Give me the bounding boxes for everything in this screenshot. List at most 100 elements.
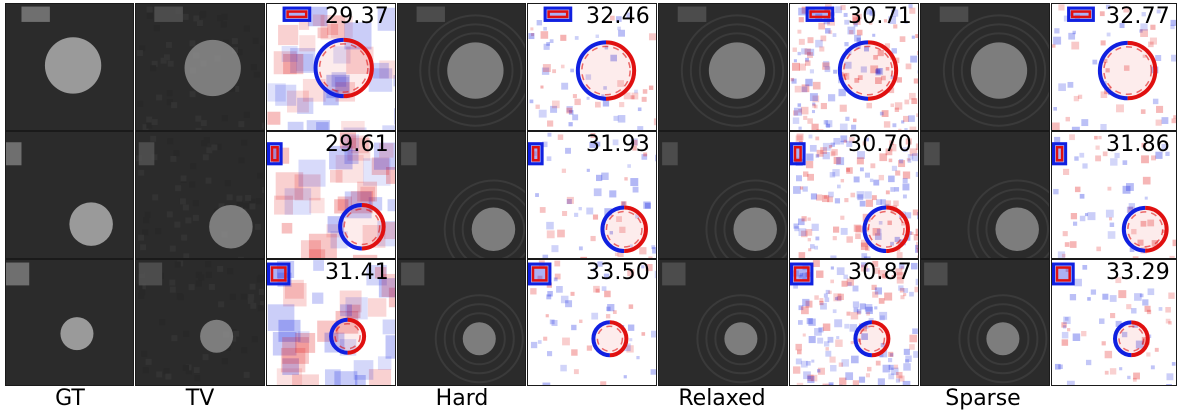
error-blotch <box>819 46 825 52</box>
error-blotch <box>888 175 895 183</box>
error-blotch <box>907 154 914 160</box>
error-blotch <box>871 284 877 290</box>
error-blotch <box>1172 239 1176 247</box>
error-blotch <box>297 331 310 343</box>
error-blotch <box>1085 359 1092 366</box>
error-blotch <box>903 115 910 122</box>
error-blotch <box>792 62 800 71</box>
error-blotch <box>804 48 811 55</box>
ring-artifact <box>723 197 787 258</box>
error-blotch <box>827 336 834 343</box>
error-blotch <box>803 371 811 380</box>
square-object <box>924 262 948 286</box>
texture-patch <box>263 136 264 143</box>
error-blotch <box>1140 220 1147 227</box>
error-blotch <box>881 110 889 117</box>
error-blotch <box>1058 364 1063 370</box>
error-blotch <box>832 33 837 37</box>
error-blotch <box>1156 9 1161 14</box>
texture-patch <box>227 268 234 275</box>
texture-patch <box>245 194 252 201</box>
error-blotch <box>639 247 647 255</box>
texture-patch <box>263 242 264 249</box>
error-blotch <box>798 252 806 258</box>
error-blotch <box>562 210 568 217</box>
error-blotch <box>568 122 573 127</box>
error-blotch <box>1170 24 1175 30</box>
error-blotch <box>1063 15 1070 22</box>
texture-patch <box>237 256 244 258</box>
texture-patch <box>165 373 172 380</box>
error-blotch <box>885 66 890 71</box>
error-blotch <box>820 102 827 110</box>
error-blotch <box>819 298 824 302</box>
error-blotch <box>1126 206 1134 213</box>
error-blotch <box>1168 321 1172 325</box>
square-object <box>924 142 940 166</box>
error-blotch <box>795 358 802 365</box>
square-error-edge-neg <box>267 262 291 286</box>
image-panel-relaxed <box>658 131 788 259</box>
error-blotch <box>560 364 567 372</box>
square-object <box>154 6 183 22</box>
error-blotch <box>1123 65 1130 71</box>
error-blotch <box>284 188 312 215</box>
error-blotch <box>1054 28 1060 34</box>
disc-error-edge-pos <box>605 40 637 101</box>
disc-object <box>200 319 234 353</box>
square-object <box>401 262 425 286</box>
error-blotch <box>347 137 371 161</box>
error-blotch <box>799 273 803 277</box>
image-panel-sparse <box>920 259 1050 386</box>
error-blotch <box>546 230 555 239</box>
error-blotch <box>841 280 848 287</box>
error-blotch <box>1132 377 1137 382</box>
error-blotch <box>852 301 860 308</box>
error-map-panel: 33.29 <box>1051 259 1177 386</box>
error-blotch <box>836 267 845 276</box>
error-blotch <box>809 93 818 102</box>
error-blotch <box>917 255 918 258</box>
error-blotch <box>833 293 842 302</box>
error-blotch <box>839 104 847 112</box>
square-error-edge-pos <box>270 145 279 162</box>
texture-patch <box>142 124 149 130</box>
error-blotch <box>1148 41 1154 48</box>
error-blotch <box>1158 307 1163 311</box>
error-blotch <box>382 319 395 335</box>
error-blotch <box>910 55 918 63</box>
error-blotch <box>624 177 628 181</box>
error-blotch <box>828 145 833 149</box>
error-blotch <box>296 53 314 72</box>
error-blotch <box>803 171 809 177</box>
error-blotch <box>889 140 895 146</box>
error-blotch <box>898 159 904 164</box>
error-blotch <box>807 37 814 44</box>
error-blotch <box>1063 168 1070 175</box>
image-panel-relaxed <box>658 259 788 386</box>
error-blotch <box>566 196 574 204</box>
error-blotch <box>601 286 607 291</box>
error-blotch <box>552 69 557 74</box>
error-blotch <box>872 260 879 267</box>
error-blotch <box>794 226 800 232</box>
error-blotch <box>1165 385 1172 386</box>
ring-artifact <box>461 197 525 258</box>
error-blotch <box>574 36 579 40</box>
error-blotch <box>1155 55 1162 62</box>
error-blotch <box>881 75 886 81</box>
error-blotch <box>614 252 619 257</box>
image-panel-hard <box>397 259 526 386</box>
error-blotch <box>891 275 895 279</box>
error-blotch <box>617 80 624 87</box>
image-panel-tv <box>135 131 265 259</box>
error-blotch <box>320 15 346 40</box>
error-blotch <box>529 99 534 104</box>
error-blotch <box>1127 375 1131 380</box>
error-blotch <box>802 333 806 337</box>
disc-error-fill <box>315 39 372 97</box>
error-blotch <box>1057 251 1066 258</box>
error-blotch <box>339 290 362 313</box>
error-blotch <box>627 269 635 277</box>
texture-patch <box>205 271 212 278</box>
